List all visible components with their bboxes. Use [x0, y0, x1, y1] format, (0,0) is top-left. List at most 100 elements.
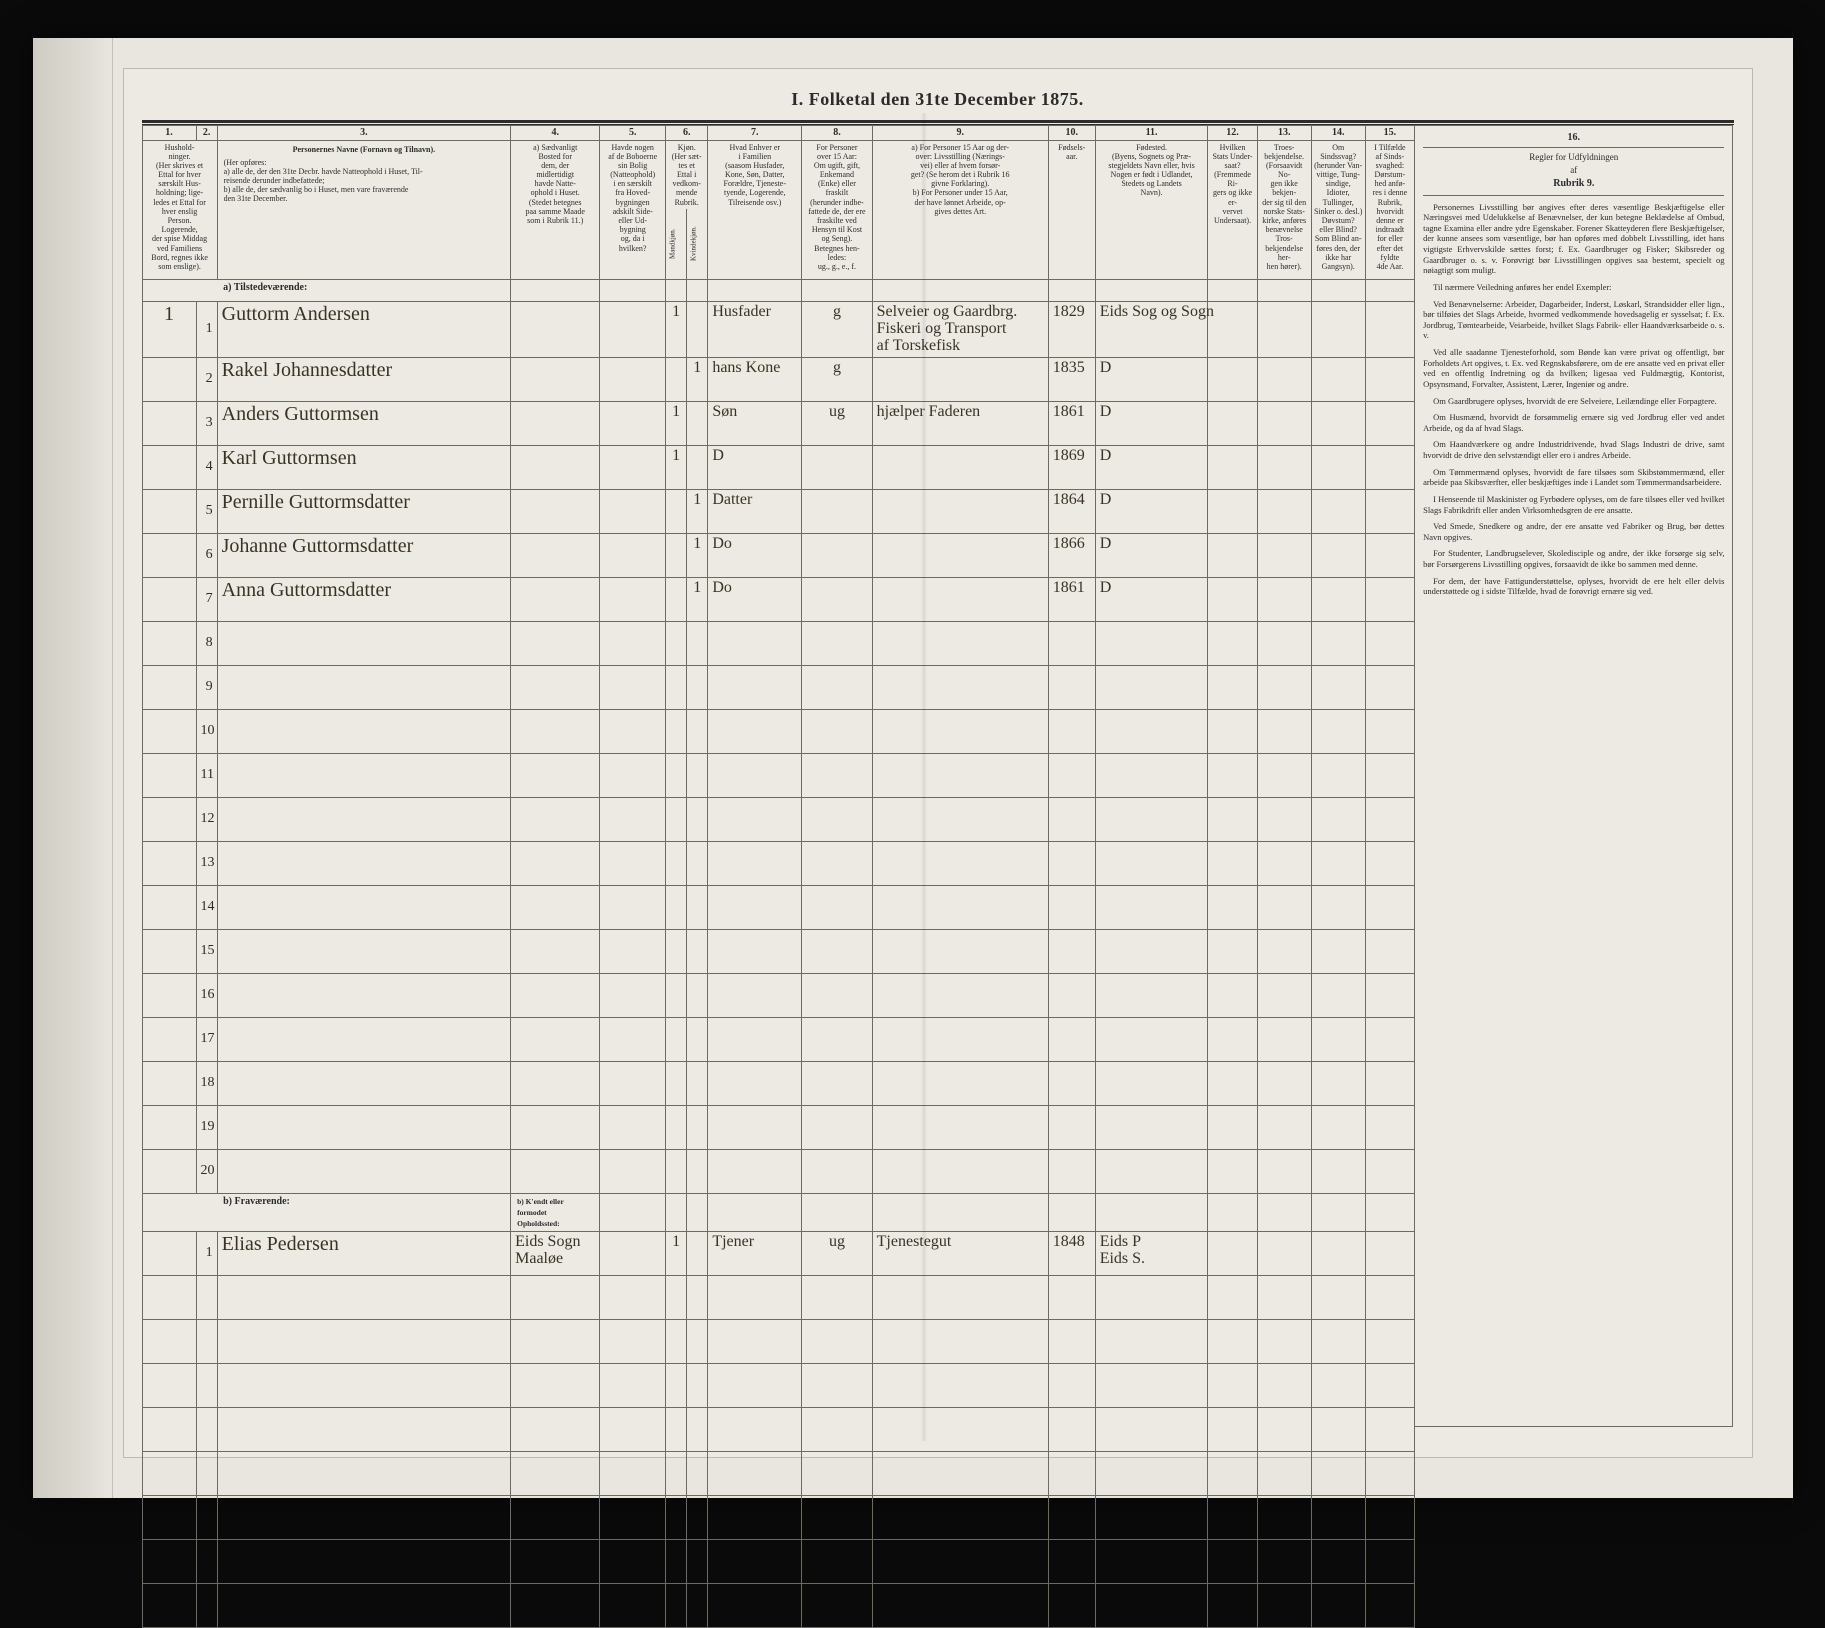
cell — [708, 621, 802, 665]
cell — [217, 929, 510, 973]
cell — [708, 1539, 802, 1583]
hdr-6a: Mandkjøn. — [666, 209, 687, 279]
cell — [1208, 885, 1257, 929]
cell — [1048, 709, 1095, 753]
cell — [872, 753, 1048, 797]
cell — [1208, 841, 1257, 885]
cell — [687, 1193, 708, 1231]
cell — [1095, 1149, 1208, 1193]
cell: Do — [708, 533, 802, 577]
cell — [1311, 621, 1365, 665]
cell — [802, 1193, 872, 1231]
cell — [872, 357, 1048, 401]
cell — [872, 797, 1048, 841]
cell — [1208, 665, 1257, 709]
cell — [1048, 1495, 1095, 1539]
cell — [1365, 753, 1414, 797]
cell — [511, 1583, 600, 1627]
instruction-paragraph: For dem, der have Fattigunderstøttelse, … — [1423, 576, 1724, 597]
cell — [1208, 401, 1257, 445]
cell — [1365, 1149, 1414, 1193]
panel-head-3: Rubrik 9. — [1423, 178, 1724, 191]
cell: 1 — [687, 489, 708, 533]
cell — [217, 1583, 510, 1627]
cell — [1208, 1539, 1257, 1583]
cell — [511, 489, 600, 533]
cell — [666, 279, 687, 301]
table-row-blank — [142, 1451, 1415, 1495]
cell — [217, 841, 510, 885]
cell — [142, 797, 196, 841]
cell — [1095, 929, 1208, 973]
cell — [1095, 1407, 1208, 1451]
cell — [1048, 1407, 1095, 1451]
table-row-blank: 16 — [142, 973, 1415, 1017]
cell — [1257, 1539, 1311, 1583]
cell: Søn — [708, 401, 802, 445]
cell: hans Kone — [708, 357, 802, 401]
cell — [666, 577, 687, 621]
cell — [872, 1149, 1048, 1193]
cell — [1208, 533, 1257, 577]
cell — [708, 1193, 802, 1231]
ledger-sheet: I. Folketal den 31te December 1875. 1. 2… — [123, 68, 1753, 1458]
cell: 4 — [196, 445, 217, 489]
cell — [1095, 1275, 1208, 1319]
cell — [666, 1275, 687, 1319]
cell — [687, 929, 708, 973]
cell — [1365, 1193, 1414, 1231]
cell — [142, 1231, 196, 1275]
cell — [1048, 1149, 1095, 1193]
cell: Datter — [708, 489, 802, 533]
cell: 1 — [666, 301, 687, 357]
cell — [1311, 577, 1365, 621]
cell — [802, 577, 872, 621]
colnum-12: 12. — [1208, 126, 1257, 141]
cell — [511, 665, 600, 709]
cell — [142, 1275, 196, 1319]
page-stack-edge — [33, 38, 113, 1498]
cell — [196, 1407, 217, 1451]
cell — [1311, 709, 1365, 753]
cell — [217, 797, 510, 841]
cell — [217, 1017, 510, 1061]
cell — [1365, 301, 1414, 357]
colnum-7: 7. — [708, 126, 802, 141]
table-row: 3Anders Guttormsen1Sønughjælper Faderen1… — [142, 401, 1415, 445]
cell — [1208, 445, 1257, 489]
colnum-2: 2. — [196, 126, 217, 141]
cell: 11 — [196, 753, 217, 797]
cell — [1257, 841, 1311, 885]
cell: D — [1095, 357, 1208, 401]
cell — [511, 279, 600, 301]
cell: 8 — [196, 621, 217, 665]
cell — [708, 1017, 802, 1061]
cell — [1208, 929, 1257, 973]
page-title: I. Folketal den 31te December 1875. — [142, 89, 1734, 110]
cell — [1048, 621, 1095, 665]
cell — [600, 1231, 666, 1275]
cell — [1257, 489, 1311, 533]
cell — [802, 1451, 872, 1495]
cell — [1095, 1451, 1208, 1495]
cell — [1208, 973, 1257, 1017]
cell — [1095, 797, 1208, 841]
cell — [666, 1363, 687, 1407]
cell — [217, 1451, 510, 1495]
hdr-12: Hvilken Stats Under- saat? (Fremmede Ri-… — [1208, 140, 1257, 279]
cell — [1311, 1193, 1365, 1231]
cell: 1 — [142, 301, 196, 357]
cell — [511, 401, 600, 445]
cell — [600, 1017, 666, 1061]
cell — [687, 401, 708, 445]
cell — [1311, 841, 1365, 885]
cell — [802, 1583, 872, 1627]
cell — [1208, 357, 1257, 401]
cell — [1365, 1017, 1414, 1061]
cell — [217, 973, 510, 1017]
hdr-6b: Kvindekjøn. — [687, 209, 708, 279]
cell — [1365, 1495, 1414, 1539]
instruction-paragraph: For Studenter, Landbrugselever, Skoledis… — [1423, 548, 1724, 569]
cell — [1365, 1583, 1414, 1627]
cell — [511, 709, 600, 753]
